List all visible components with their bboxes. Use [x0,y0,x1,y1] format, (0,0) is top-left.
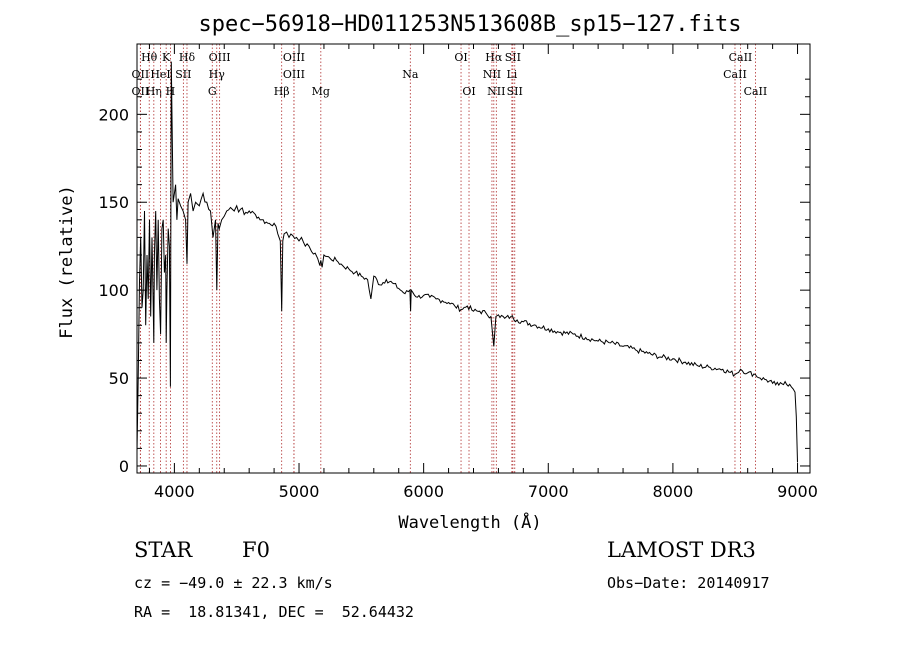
x-tick-label: 7000 [528,482,569,501]
spectral-line-label: OIII [283,51,305,64]
spectrum-line [136,61,798,463]
spectral-line-label: OIII [283,68,305,81]
y-tick-label: 0 [119,457,129,476]
x-tick-label: 5000 [279,482,320,501]
spectral-line-label: Hθ [141,51,158,64]
coordinates: RA = 18.81341, DEC = 52.64432 [134,603,414,621]
redshift-velocity: cz = −49.0 ± 22.3 km/s [134,574,333,592]
survey-name: LAMOST DR3 [607,538,756,562]
spectral-line-label: H [166,85,176,98]
y-tick-label: 200 [98,105,129,124]
spectral-line-label: Na [402,68,419,81]
spectral-line-label: HeI [150,68,170,81]
spectral-line-label: G [208,85,217,98]
spectral-line-label: CaII [723,68,747,81]
y-tick-label: 100 [98,281,129,300]
spectrum-plot: spec−56918−HD011253N513608B_sp15−127.fit… [57,12,818,533]
x-tick-label: 6000 [403,482,444,501]
plot-frame [136,43,811,474]
spectral-line-label: OI [454,51,467,64]
axis-ticks: 4000 5000 6000 7000 8000 9000 0 50 100 150 200 [98,44,818,501]
spectral-line-label: K [162,51,171,64]
observation-date: Obs−Date: 20140917 [607,574,770,592]
x-tick-label: 8000 [653,482,694,501]
y-tick-label: 150 [98,193,129,212]
y-tick-label: 50 [109,369,129,388]
spectral-line-label: SII [175,68,191,81]
spectral-line-label: OIII [209,51,231,64]
x-tick-label: 4000 [154,482,195,501]
spectral-line-label: CaII [744,85,768,98]
chart-title: spec−56918−HD011253N513608B_sp15−127.fit… [198,12,741,37]
spectral-line-label: OI [462,85,475,98]
spectral-line-label: SII [507,85,523,98]
spectral-line-label: NII [487,85,505,98]
object-class: STAR [134,538,193,562]
spectral-line-label: Hα [485,51,503,64]
spectral-line-label: Li [506,68,517,81]
spectral-line-label: Mg [312,85,330,98]
spectral-line-label: Hβ [274,85,290,98]
spectral-line-label: Hδ [179,51,196,64]
x-axis-label: Wavelength (Å) [398,511,541,533]
y-axis-label: Flux (relative) [57,185,77,339]
spectral-line-label: SII [505,51,521,64]
spectral-line-label: OII [132,85,150,98]
spectral-line-label: CaII [729,51,753,64]
spectral-line-label: NII [483,68,501,81]
spectral-line-label: OII [132,68,150,81]
object-subclass: F0 [242,538,270,562]
spectral-line-label: Hγ [209,68,226,81]
x-tick-label: 9000 [777,482,818,501]
spectral-line-label: Hη [146,85,162,98]
